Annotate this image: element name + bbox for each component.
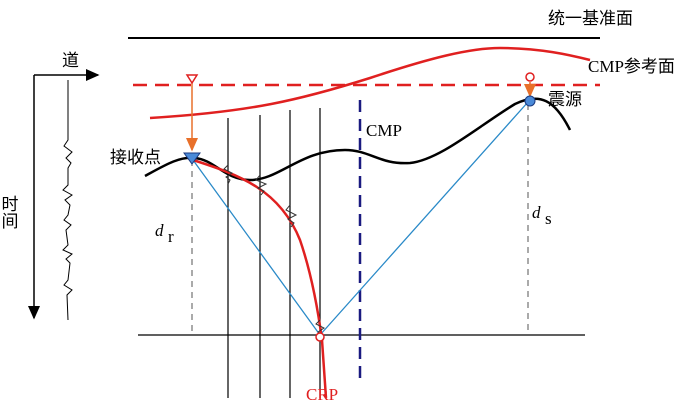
source-label: 震源: [548, 90, 582, 109]
wiggles: [223, 164, 325, 336]
trace-wiggle: [62, 80, 73, 321]
datum-label: 统一基准面: [548, 9, 633, 28]
dr-label: d: [155, 221, 164, 240]
source-marker: [524, 95, 536, 107]
cmp-reference-curve: [149, 46, 591, 120]
topography-curve: [144, 97, 572, 182]
source-projection: [525, 72, 535, 82]
trace-lines: [227, 108, 321, 398]
receiver-projection: [185, 74, 199, 85]
cmp-reference-label: CMP参考面: [588, 57, 675, 76]
cmp-label: CMP: [366, 121, 402, 140]
ds-subscript: s: [545, 209, 552, 228]
crp-label: CRP: [306, 385, 338, 404]
crp-curve: [192, 158, 328, 399]
dr-subscript: r: [168, 227, 174, 246]
time-label: 时间: [0, 195, 18, 230]
trace-label: 道: [62, 51, 79, 70]
receiver-marker: [183, 152, 201, 165]
ds-label: d: [532, 203, 541, 222]
crp-marker: [315, 332, 325, 342]
receiver-label: 接收点: [110, 148, 161, 167]
